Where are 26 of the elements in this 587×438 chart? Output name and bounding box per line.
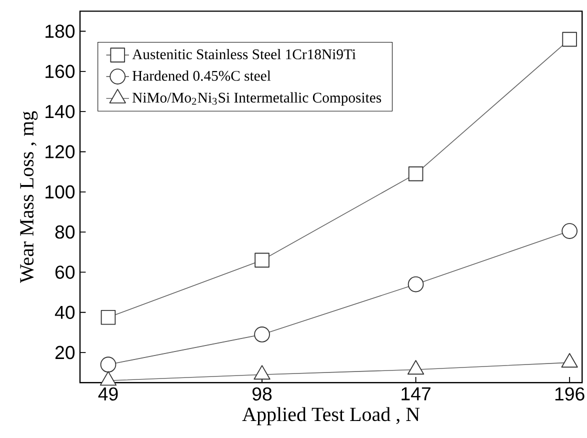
point (100, 356, 116, 373)
y-tick-label: 60 (55, 266, 75, 279)
x-tick-label: 49 (98, 387, 118, 401)
y-tick-label: 40 (54, 306, 75, 319)
y-tick-label: 80 (55, 225, 75, 239)
point (562, 32, 577, 47)
y-tick-label: 100 (46, 185, 75, 199)
x-axis-title: Applied Test Load , N (242, 407, 420, 426)
legend-label: Austenitic Stainless Steel 1Cr18Ni9Ti (132, 48, 356, 60)
point (254, 326, 270, 342)
x-tick-label: 98 (252, 387, 272, 401)
legend-label: NiMo/Mo$_{2}$Ni$_{3}$Si Intermetallic Composites (132, 92, 382, 106)
point (254, 252, 270, 268)
point (408, 166, 424, 182)
y-tick-label: 20 (55, 346, 75, 360)
y-tick-label: 160 (46, 64, 75, 78)
y-tick-label: 140 (46, 104, 75, 118)
y-axis-title: Wear Mass Loss , mg (20, 111, 38, 284)
legend-label: Hardened 0.45%C steel (132, 70, 271, 81)
point (408, 276, 424, 292)
point (100, 310, 116, 325)
y-tick-label: 180 (46, 24, 75, 38)
x-tick-label: 147 (402, 387, 430, 400)
y-tick-label: 120 (46, 145, 75, 158)
x-tick-label: 196 (555, 387, 584, 401)
point (562, 223, 578, 239)
